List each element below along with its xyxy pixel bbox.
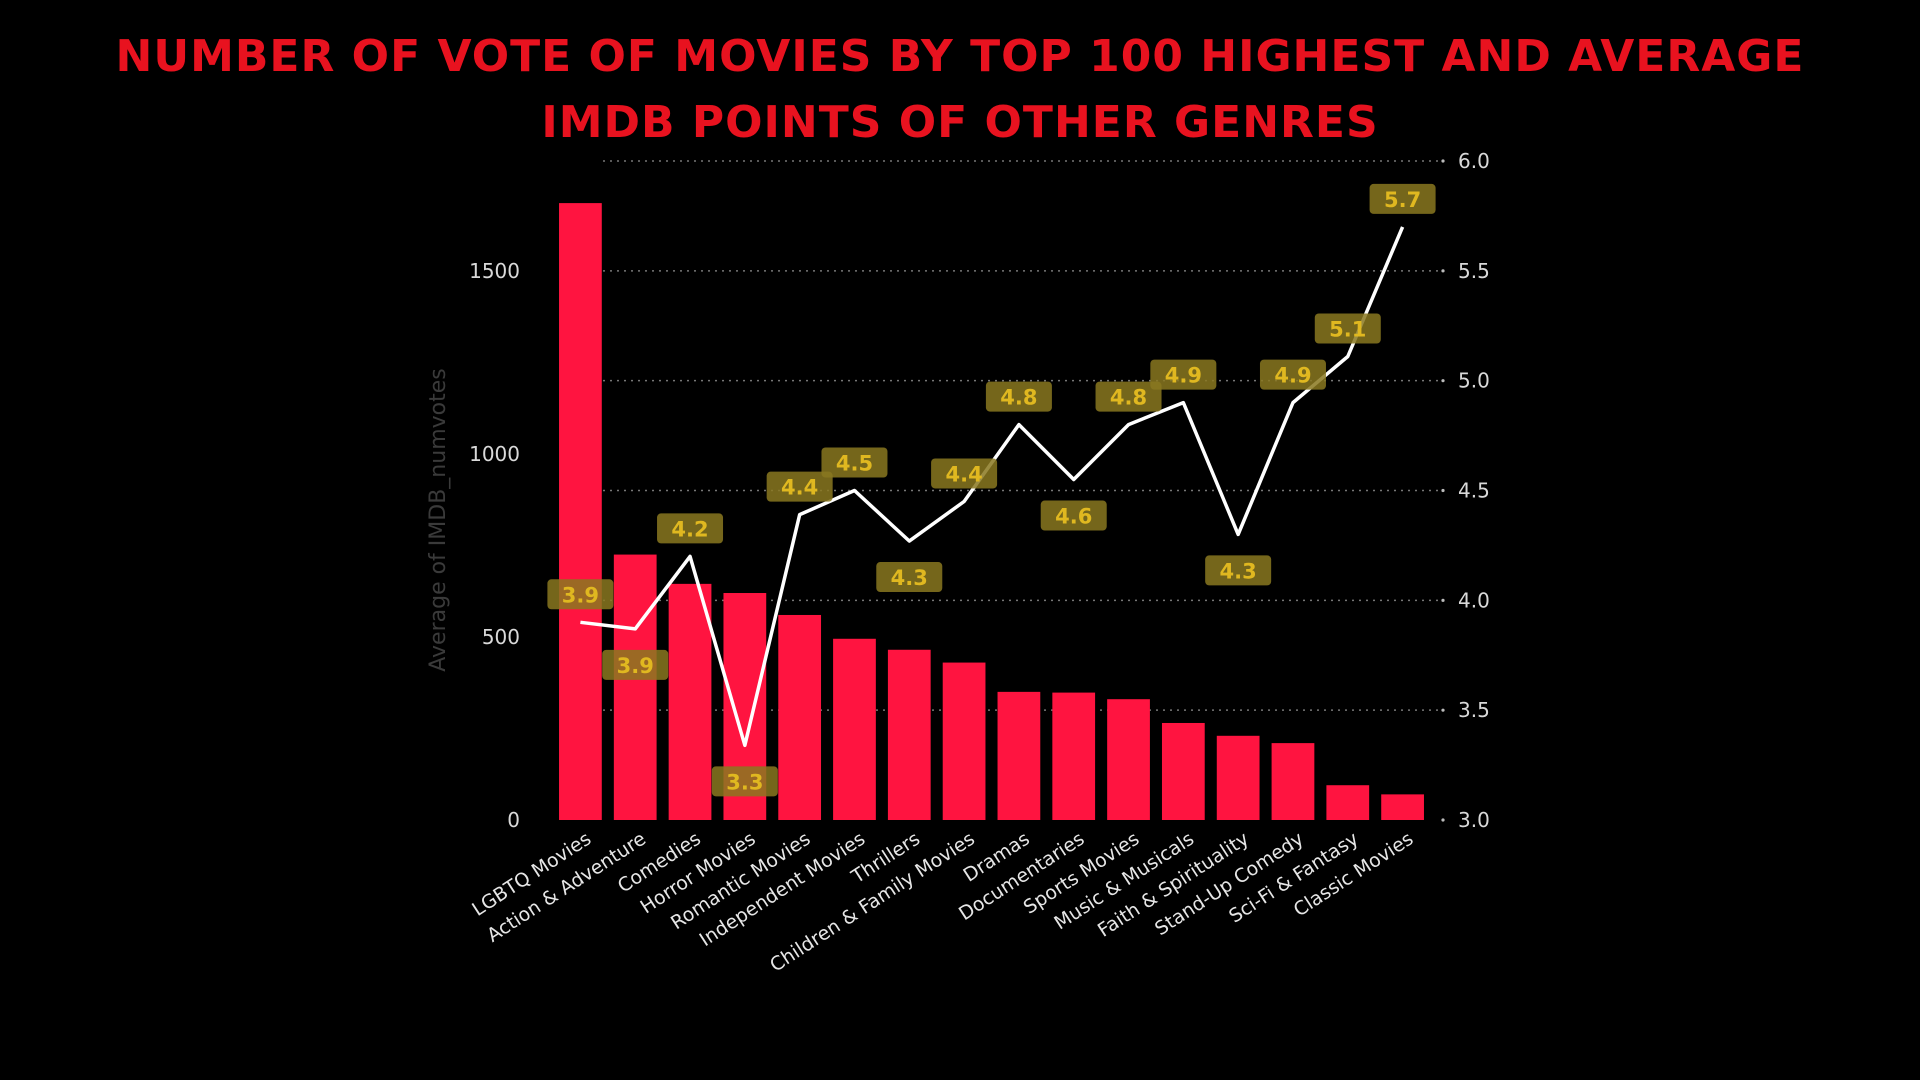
data-label-box <box>1150 359 1217 390</box>
y-right-tick-mark <box>1441 488 1445 493</box>
data-label: 4.9 <box>1274 364 1311 388</box>
data-label-box <box>547 579 614 610</box>
data-label: 5.1 <box>1329 318 1366 342</box>
y-right-tick-mark <box>1441 269 1445 273</box>
data-label-box <box>931 458 998 489</box>
y-left-tick-label: 0 <box>507 808 520 832</box>
data-label: 4.8 <box>1110 386 1147 410</box>
data-label-box <box>1040 500 1107 531</box>
y-right-tick-mark <box>1441 379 1445 383</box>
y-right-tick-label: 4.5 <box>1458 479 1490 503</box>
bar <box>1052 692 1096 820</box>
y-axis-label: Average of IMDB_numvotes <box>426 368 451 671</box>
bar <box>942 662 986 820</box>
bar <box>887 649 931 820</box>
data-label: 3.3 <box>726 770 763 794</box>
bar <box>1381 794 1424 820</box>
bar <box>833 638 876 820</box>
bar <box>997 691 1041 820</box>
data-label: 4.9 <box>1165 364 1202 388</box>
data-label: 3.9 <box>617 654 654 678</box>
data-label: 5.7 <box>1384 188 1421 212</box>
data-label-box <box>657 513 724 544</box>
y-right-tick-mark <box>1441 598 1445 602</box>
data-label-box <box>766 471 833 502</box>
bar <box>1161 722 1205 820</box>
data-label-box <box>1369 183 1436 214</box>
data-labels: 3.9 3.9 4.2 3.3 4.4 4.5 4.3 4.4 4.8 4.6 4.8 4.9 4.3 4… <box>547 183 1436 797</box>
y-right-tick-label: 3.0 <box>1458 808 1490 832</box>
data-label: 4.5 <box>836 452 873 476</box>
data-label-box <box>1314 313 1381 344</box>
data-label-box <box>1205 555 1272 586</box>
data-label: 4.4 <box>781 476 818 500</box>
data-label: 4.3 <box>1220 559 1257 583</box>
data-label: 4.3 <box>891 566 928 590</box>
y-right-tick-label: 4.0 <box>1458 588 1490 612</box>
y-left-tick-label: 500 <box>482 625 520 649</box>
y-right-tick-mark <box>1441 818 1445 822</box>
bar-series <box>559 203 1424 820</box>
data-label: 4.8 <box>1000 386 1037 410</box>
data-label-box <box>985 381 1052 412</box>
bar <box>778 614 822 820</box>
data-label: 4.2 <box>671 517 708 541</box>
data-label-box <box>602 649 669 680</box>
data-label: 4.4 <box>945 462 982 486</box>
bar <box>1326 785 1370 820</box>
data-label-box <box>1095 381 1162 412</box>
data-label-box <box>711 766 778 797</box>
data-label-box <box>821 447 888 478</box>
chart-title: Number of vote of movies by Top 100 high… <box>115 31 1805 148</box>
bar <box>1107 699 1150 820</box>
bar <box>1216 735 1260 820</box>
y-left-tick-label: 1000 <box>469 442 520 466</box>
bar <box>559 203 602 820</box>
data-label-box <box>1259 359 1326 390</box>
data-label: 4.6 <box>1055 505 1092 529</box>
bar <box>1271 743 1315 820</box>
y-left-tick-label: 1500 <box>469 259 520 283</box>
y-right-tick-label: 6.0 <box>1458 149 1490 173</box>
data-label: 3.9 <box>562 583 599 607</box>
bar <box>613 554 657 820</box>
y-right-tick-mark <box>1441 159 1445 163</box>
bar <box>668 583 712 820</box>
data-label-box <box>876 562 943 593</box>
y-right-tick-label: 5.5 <box>1458 259 1490 283</box>
y-right-tick-mark <box>1441 708 1445 712</box>
y-right-tick-label: 3.5 <box>1458 698 1490 722</box>
y-right-tick-label: 5.0 <box>1458 369 1490 393</box>
